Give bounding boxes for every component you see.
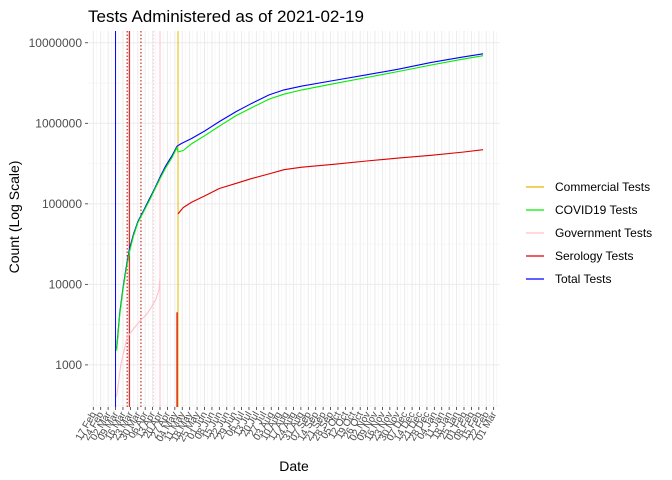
legend-label: Serology Tests: [555, 249, 634, 263]
y-tick-label: 10000: [49, 277, 83, 291]
legend-label: Commercial Tests: [555, 180, 650, 194]
series-line-covid19-tests: [116, 55, 484, 351]
y-tick-label: 1000: [55, 358, 82, 372]
y-tick-label: 10000000: [29, 36, 83, 50]
chart-title: Tests Administered as of 2021-02-19: [88, 7, 364, 26]
legend-label: COVID19 Tests: [555, 203, 637, 217]
legend-label: Government Tests: [555, 226, 652, 240]
plot-panel: [88, 31, 500, 407]
series-line-government-tests: [116, 277, 161, 397]
plot-background: [88, 31, 500, 407]
legend: Commercial Tests COVID19 Tests Government …: [526, 180, 652, 286]
series-line-serology-tests: [177, 149, 484, 215]
legend-label: Total Tests: [555, 272, 611, 286]
y-tick-label: 100000: [42, 197, 82, 211]
y-tick-label: 1000000: [35, 116, 82, 130]
grid-lines: [88, 31, 500, 407]
y-axis-ticks: 1000 10000 100000 1000000 10000000: [29, 36, 88, 372]
x-axis-title: Date: [279, 458, 309, 474]
series-lines: [116, 53, 484, 407]
y-axis-title: Count (Log Scale): [6, 161, 22, 274]
reference-lines: [115, 31, 179, 407]
